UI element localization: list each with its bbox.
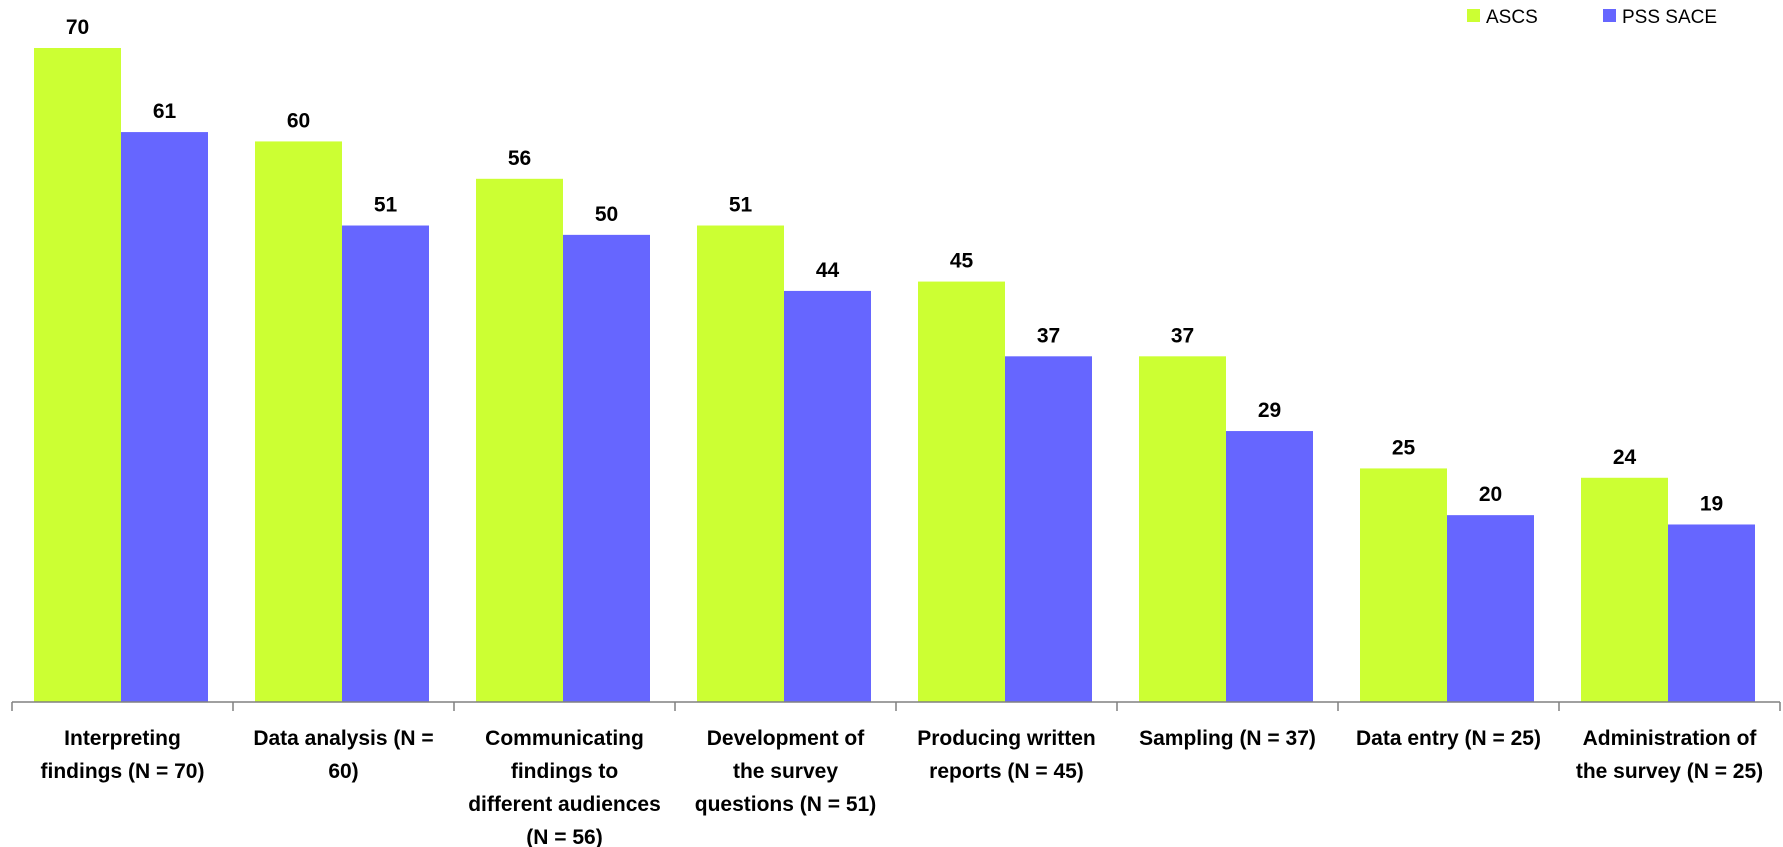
- bar-ascs-1: [34, 48, 121, 702]
- bar-pss-sace-7: [1447, 515, 1534, 702]
- bar-pss-sace-1: [121, 132, 208, 703]
- legend-swatch-pss-sace: [1603, 9, 1616, 22]
- data-label-ascs-6: 37: [1171, 324, 1194, 347]
- data-label-pss-sace-4: 44: [816, 259, 840, 282]
- data-label-pss-sace-8: 19: [1700, 492, 1723, 515]
- bar-pss-sace-8: [1668, 524, 1755, 702]
- data-label-pss-sace-6: 29: [1258, 399, 1281, 422]
- data-label-ascs-3: 56: [508, 147, 531, 170]
- bar-pss-sace-6: [1226, 431, 1313, 702]
- bar-pss-sace-3: [563, 234, 650, 702]
- data-label-pss-sace-2: 51: [374, 194, 398, 217]
- bar-ascs-4: [697, 225, 784, 702]
- category-label-7: Data entry (N = 25): [1356, 727, 1541, 750]
- bar-pss-sace-2: [342, 225, 429, 702]
- legend-swatch-ascs: [1467, 9, 1480, 22]
- data-label-ascs-7: 25: [1392, 436, 1416, 459]
- bar-ascs-7: [1360, 468, 1447, 702]
- data-label-pss-sace-1: 61: [153, 100, 177, 123]
- data-label-pss-sace-7: 20: [1479, 483, 1502, 506]
- category-label-3: Communicating findings to different audien…: [468, 727, 661, 847]
- bar-ascs-3: [476, 178, 563, 703]
- data-label-ascs-8: 24: [1613, 446, 1637, 469]
- category-label-8: Administration of the survey (N = 25): [1576, 727, 1763, 783]
- bar-pss-sace-4: [784, 290, 871, 702]
- bar-ascs-6: [1139, 356, 1226, 702]
- bars-group: [34, 48, 1755, 703]
- legend-label-ascs: ASCS: [1486, 7, 1538, 28]
- bar-ascs-8: [1581, 477, 1668, 702]
- category-labels-group: Interpreting findings (N = 70) Data analys…: [41, 727, 1764, 847]
- data-label-ascs-2: 60: [287, 109, 310, 132]
- category-label-2: Data analysis (N = 60): [253, 727, 433, 783]
- bar-ascs-2: [255, 141, 342, 702]
- category-label-1: Interpreting findings (N = 70): [41, 727, 205, 783]
- data-label-ascs-1: 70: [66, 16, 89, 39]
- category-label-5: Producing written reports (N = 45): [917, 727, 1096, 783]
- data-label-ascs-5: 45: [950, 250, 974, 273]
- legend-label-pss-sace: PSS SACE: [1622, 7, 1717, 28]
- category-label-6: Sampling (N = 37): [1139, 727, 1316, 750]
- value-labels-group: 70 61 60 51 56 50 51 44 45 37 37 29 25 20 24 19: [66, 16, 1723, 515]
- data-label-pss-sace-3: 50: [595, 203, 618, 226]
- x-axis: [11, 701, 1781, 711]
- data-label-ascs-4: 51: [729, 194, 753, 217]
- category-label-4: Development of the survey questions (N = 5…: [695, 727, 876, 816]
- data-label-pss-sace-5: 37: [1037, 324, 1060, 347]
- legend: ASCS PSS SACE: [1467, 7, 1717, 28]
- bar-pss-sace-5: [1005, 356, 1092, 702]
- bar-ascs-5: [918, 281, 1005, 702]
